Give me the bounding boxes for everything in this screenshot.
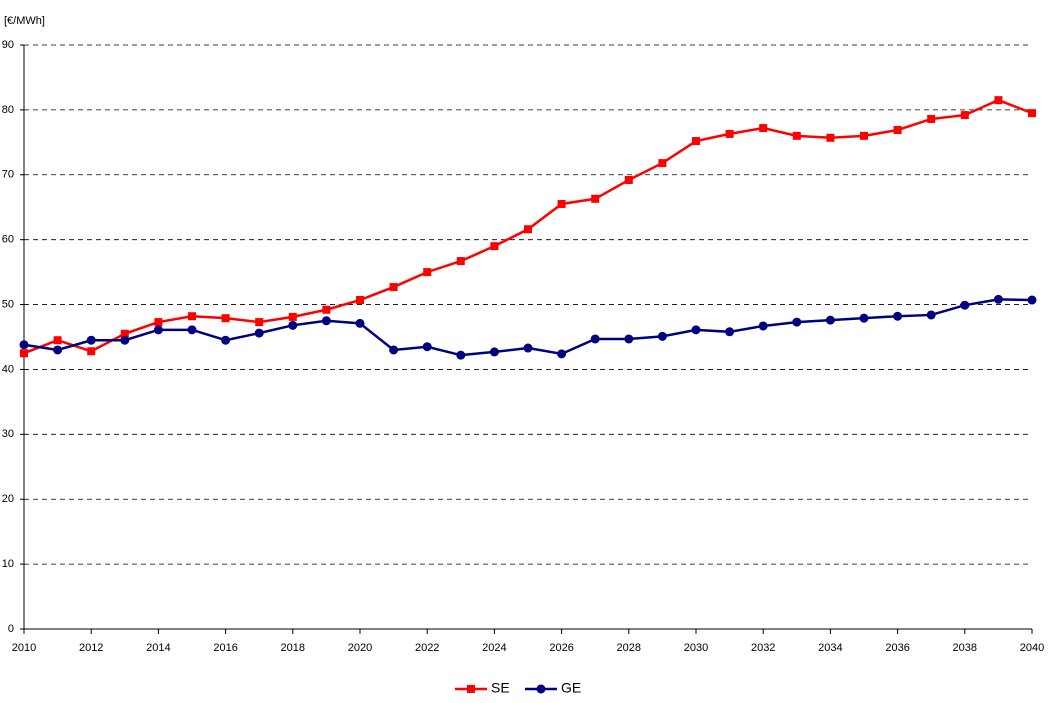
data-point xyxy=(893,126,902,135)
data-point xyxy=(758,321,768,331)
data-point xyxy=(389,345,399,355)
x-tick-label: 2032 xyxy=(751,642,775,654)
data-point xyxy=(960,111,969,120)
data-point xyxy=(53,336,62,345)
data-point xyxy=(19,340,29,350)
data-point xyxy=(153,325,163,335)
x-tick-label: 2018 xyxy=(281,642,305,654)
data-point xyxy=(423,268,432,277)
data-point xyxy=(692,137,700,146)
legend-marker xyxy=(467,685,475,693)
y-tick-label: 30 xyxy=(2,428,14,440)
data-point xyxy=(356,296,364,305)
data-point xyxy=(288,312,297,321)
data-point xyxy=(255,318,264,327)
data-point xyxy=(825,315,835,325)
data-point xyxy=(994,96,1003,105)
y-tick-label: 80 xyxy=(2,104,14,116)
data-point xyxy=(993,294,1003,304)
x-tick-label: 2010 xyxy=(12,642,36,654)
data-point xyxy=(53,345,63,355)
data-point xyxy=(422,342,432,352)
data-point xyxy=(490,242,499,251)
data-point xyxy=(221,314,230,323)
data-point xyxy=(87,347,96,356)
x-tick-label: 2034 xyxy=(818,642,842,654)
legend-marker xyxy=(536,684,546,694)
x-tick-label: 2014 xyxy=(146,642,170,654)
data-point xyxy=(86,335,96,345)
x-tick-label: 2038 xyxy=(953,642,977,654)
data-point xyxy=(120,335,130,345)
data-point xyxy=(759,124,768,133)
data-point xyxy=(389,283,398,292)
data-point xyxy=(1027,295,1037,305)
y-tick-label: 70 xyxy=(2,169,14,181)
data-point xyxy=(657,331,667,341)
x-tick-label: 2036 xyxy=(885,642,909,654)
data-point xyxy=(624,175,633,184)
data-point xyxy=(926,310,936,320)
data-point xyxy=(456,257,465,266)
y-tick-label: 50 xyxy=(2,298,14,310)
data-point xyxy=(557,349,567,359)
data-point xyxy=(20,349,28,358)
data-point xyxy=(658,159,667,168)
x-tick-label: 2016 xyxy=(213,642,237,654)
y-axis-label: [€/MWh] xyxy=(4,15,45,27)
data-point xyxy=(591,194,600,203)
legend-label: SE xyxy=(491,680,510,696)
x-tick-label: 2028 xyxy=(617,642,641,654)
data-point xyxy=(725,327,735,337)
data-point xyxy=(321,316,331,326)
x-tick-label: 2024 xyxy=(482,642,506,654)
data-point xyxy=(792,131,801,140)
data-point xyxy=(355,318,365,328)
x-tick-label: 2022 xyxy=(415,642,439,654)
data-point xyxy=(927,114,936,123)
y-tick-label: 60 xyxy=(2,234,14,246)
x-tick-label: 2026 xyxy=(549,642,573,654)
data-point xyxy=(489,347,499,357)
data-point xyxy=(456,350,466,360)
data-point xyxy=(188,312,196,321)
legend-label: GE xyxy=(561,680,581,696)
y-tick-label: 20 xyxy=(2,493,14,505)
x-tick-label: 2012 xyxy=(79,642,103,654)
data-point xyxy=(893,311,903,321)
data-point xyxy=(254,328,264,338)
data-point xyxy=(860,131,868,140)
data-point xyxy=(221,335,231,345)
data-point xyxy=(154,318,163,327)
data-point xyxy=(1028,109,1036,118)
y-tick-label: 40 xyxy=(2,363,14,375)
y-tick-label: 10 xyxy=(2,558,14,570)
data-point xyxy=(691,325,701,335)
data-point xyxy=(557,199,566,208)
y-tick-label: 90 xyxy=(2,39,14,51)
data-point xyxy=(826,133,835,142)
data-point xyxy=(523,343,533,353)
data-point xyxy=(187,325,197,335)
data-point xyxy=(524,225,532,234)
data-point xyxy=(624,334,634,344)
data-point xyxy=(792,317,802,327)
data-point xyxy=(960,300,970,310)
data-point xyxy=(859,313,869,323)
data-point xyxy=(322,305,331,314)
data-point xyxy=(120,329,129,338)
y-tick-label: 0 xyxy=(8,623,14,635)
data-point xyxy=(725,129,734,138)
x-tick-label: 2040 xyxy=(1020,642,1044,654)
x-tick-label: 2030 xyxy=(684,642,708,654)
data-point xyxy=(590,334,600,344)
data-point xyxy=(288,320,298,330)
x-tick-label: 2020 xyxy=(348,642,372,654)
